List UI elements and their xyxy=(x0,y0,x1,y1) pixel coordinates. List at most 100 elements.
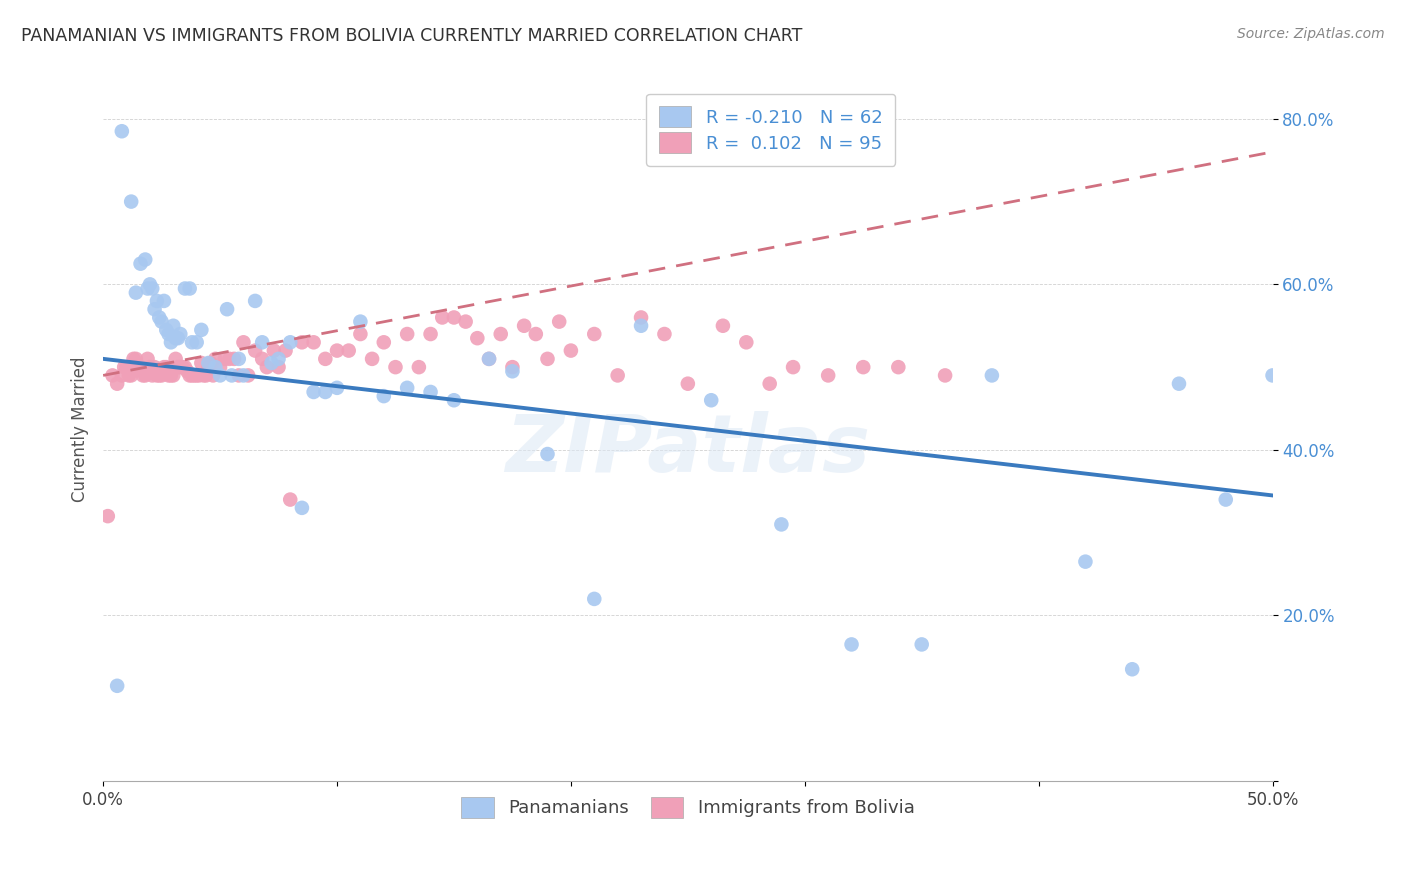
Legend: Panamanians, Immigrants from Bolivia: Panamanians, Immigrants from Bolivia xyxy=(454,789,922,825)
Point xyxy=(700,393,723,408)
Point xyxy=(129,257,152,271)
Point xyxy=(162,368,184,383)
Point xyxy=(536,447,558,461)
Point xyxy=(250,351,273,366)
Point xyxy=(852,360,875,375)
Point xyxy=(326,343,349,358)
Point xyxy=(274,343,297,358)
Point xyxy=(711,318,734,333)
Point xyxy=(181,368,204,383)
Point xyxy=(136,351,159,366)
Point xyxy=(186,335,208,350)
Point xyxy=(583,591,606,606)
Point xyxy=(197,360,219,375)
Point xyxy=(524,326,547,341)
Point xyxy=(157,326,180,341)
Point xyxy=(146,368,169,383)
Point xyxy=(136,281,159,295)
Point xyxy=(197,356,219,370)
Point xyxy=(111,368,134,383)
Point xyxy=(134,368,156,383)
Point xyxy=(125,285,148,300)
Point xyxy=(396,326,419,341)
Point xyxy=(167,360,190,375)
Point xyxy=(176,364,198,378)
Point xyxy=(887,360,910,375)
Point xyxy=(467,331,489,345)
Point xyxy=(97,509,120,524)
Text: PANAMANIAN VS IMMIGRANTS FROM BOLIVIA CURRENTLY MARRIED CORRELATION CHART: PANAMANIAN VS IMMIGRANTS FROM BOLIVIA CU… xyxy=(21,27,803,45)
Point xyxy=(224,351,246,366)
Point xyxy=(146,293,169,308)
Point xyxy=(174,281,197,295)
Point xyxy=(153,293,176,308)
Point xyxy=(228,368,250,383)
Point xyxy=(256,360,278,375)
Point xyxy=(214,351,236,366)
Point xyxy=(115,360,138,375)
Point xyxy=(260,356,283,370)
Point xyxy=(1121,662,1143,676)
Point xyxy=(501,360,523,375)
Point xyxy=(841,637,863,651)
Point xyxy=(489,326,512,341)
Point xyxy=(195,368,218,383)
Point xyxy=(232,335,254,350)
Point xyxy=(361,351,384,366)
Point xyxy=(105,679,128,693)
Point xyxy=(267,351,290,366)
Point xyxy=(204,360,226,375)
Point xyxy=(150,315,173,329)
Point xyxy=(630,310,652,325)
Point xyxy=(174,360,197,375)
Point xyxy=(934,368,956,383)
Point xyxy=(134,252,156,267)
Point xyxy=(1261,368,1284,383)
Point xyxy=(132,368,155,383)
Point xyxy=(139,277,162,292)
Point xyxy=(419,326,441,341)
Point xyxy=(443,393,465,408)
Point xyxy=(676,376,699,391)
Point xyxy=(314,351,336,366)
Point xyxy=(112,360,135,375)
Point xyxy=(157,368,180,383)
Point xyxy=(188,368,211,383)
Point xyxy=(337,343,360,358)
Point xyxy=(120,368,142,383)
Point xyxy=(454,315,477,329)
Point xyxy=(443,310,465,325)
Point xyxy=(179,281,201,295)
Point xyxy=(432,310,454,325)
Point xyxy=(160,335,183,350)
Point xyxy=(155,360,177,375)
Point xyxy=(373,335,395,350)
Point xyxy=(782,360,804,375)
Point xyxy=(278,335,301,350)
Point xyxy=(101,368,124,383)
Point xyxy=(129,360,152,375)
Point xyxy=(111,124,134,138)
Point xyxy=(236,368,259,383)
Text: Source: ZipAtlas.com: Source: ZipAtlas.com xyxy=(1237,27,1385,41)
Point xyxy=(560,343,582,358)
Point xyxy=(193,368,215,383)
Point xyxy=(735,335,758,350)
Point xyxy=(120,194,142,209)
Y-axis label: Currently Married: Currently Married xyxy=(72,357,89,502)
Point xyxy=(125,351,148,366)
Point xyxy=(169,360,191,375)
Point xyxy=(190,323,212,337)
Point xyxy=(396,381,419,395)
Point xyxy=(143,302,166,317)
Point xyxy=(278,492,301,507)
Point xyxy=(153,360,176,375)
Point xyxy=(160,368,183,383)
Point xyxy=(1074,555,1097,569)
Point xyxy=(122,351,145,366)
Point xyxy=(1215,492,1237,507)
Point xyxy=(243,343,266,358)
Point xyxy=(150,368,173,383)
Point xyxy=(190,356,212,370)
Point xyxy=(478,351,501,366)
